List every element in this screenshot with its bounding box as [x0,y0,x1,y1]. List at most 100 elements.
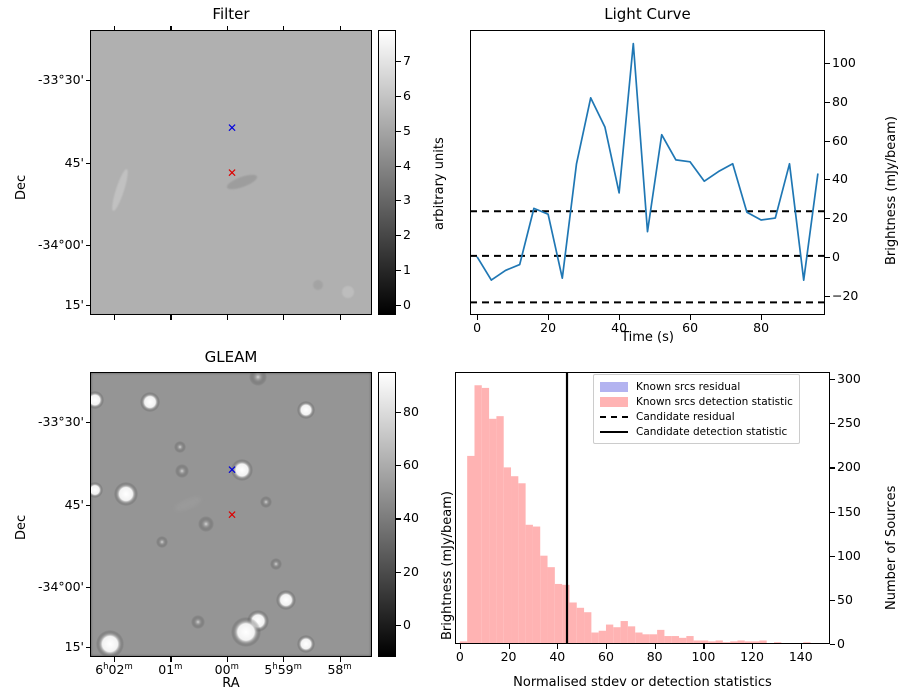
histogram-axes-frame [455,372,830,644]
gleam-colorbar-tickmark-0 [396,625,401,627]
histogram-bar [627,626,636,644]
histogram-y-tick-0: 0 [837,636,845,651]
gleam-colorbar-tickmark-2 [396,518,401,520]
filter-blue-marker: ✕ [227,121,238,135]
light-curve-y-tick-2: 20 [832,210,848,226]
filter-x-tickmark-3-1 [283,315,285,320]
histogram-y-axis-label: Number of Sources [884,485,898,610]
histogram-y-tickmark-5 [830,423,835,425]
filter-colorbar-tickmark-3 [396,200,401,202]
histogram-x-axis-label: Normalised stdev or detection statistics [513,675,772,690]
gleam-colorbar-tickmark-1 [396,571,401,573]
histogram-bar [679,637,687,644]
histogram-x-tickmark-2 [557,644,559,649]
light-curve-x-tickmark-0 [477,315,479,320]
histogram-y-tick-1: 50 [837,591,853,607]
gleam-y-tickmark-1 [86,504,90,506]
filter-colorbar-tick-6: 6 [403,88,411,104]
histogram-bar [649,634,658,644]
histogram-x-tick-2: 40 [549,649,566,664]
histogram-bar [671,636,680,644]
histogram-x-tickmark-0 [459,644,462,649]
legend-swatch-1 [600,396,628,407]
light-curve-y-tickmark-2 [825,218,830,220]
histogram-x-tickmark-1 [508,644,510,649]
histogram-bar [554,583,563,644]
filter-y-tickmark-2 [86,245,90,247]
histogram-bar [489,418,497,644]
gleam-red-marker: ✕ [227,508,238,522]
light-curve-x-tick-0: 0 [473,320,482,335]
light-curve-y-tickmark-0 [825,295,830,297]
histogram-bar [576,607,585,644]
filter-y-tick-0: -33°30' [37,71,84,87]
histogram-bar [635,632,643,644]
filter-colorbar-tick-4: 4 [403,157,411,173]
legend-label-2: Candidate residual [636,410,735,423]
gleam-x-tick-3: 5h59m [264,662,302,678]
gleam-x-tickmark-0 [113,657,116,662]
histogram-x-tick-3: 60 [598,649,614,664]
histogram-bar [496,416,504,644]
filter-panel-title: Filter [212,5,250,23]
gleam-x-tick-4: 58m [327,662,352,678]
histogram-bar [605,624,614,644]
filter-colorbar-tickmark-2 [396,235,401,237]
light-curve-axes-frame [470,30,825,315]
filter-colorbar-tick-2: 2 [403,227,411,243]
histogram-y-tick-2: 100 [837,547,861,563]
gleam-x-tickmark-4 [339,657,341,662]
gleam-x-tick-0: 6h02m [95,662,133,678]
light-curve-y-tickmark-4 [825,140,830,142]
legend-label-3: Candidate detection statistic [636,425,788,438]
histogram-bar [715,640,723,644]
legend-swatch-0 [600,381,628,392]
gleam-y-tick-2: -34°00' [37,579,84,595]
histogram-bar [540,555,548,644]
histogram-bar [459,641,468,644]
legend-swatch-2 [600,415,628,418]
filter-x-tickmark-4-1 [339,315,341,320]
legend-label-0: Known srcs residual [636,380,741,393]
histogram-bar [642,634,650,644]
filter-colorbar-tickmark-1 [396,269,401,271]
filter-colorbar-tickmark-4 [396,165,401,167]
filter-red-marker: ✕ [227,166,238,180]
light-curve-x-tickmark-3 [690,315,692,320]
legend-item-3: Candidate detection statistic [600,424,793,439]
filter-y-tickmark-1 [86,162,90,164]
light-curve-line [476,42,819,281]
filter-y-tick-3: 15' [64,297,84,313]
histogram-y-tickmark-2 [830,555,835,557]
histogram-series-1 [459,385,826,644]
histogram-x-tick-7: 140 [788,649,813,664]
filter-y-tickmark-0 [86,79,90,82]
histogram-x-tickmark-4 [654,644,656,649]
legend-item-0: Known srcs residual [600,379,793,394]
histogram-x-tick-5: 100 [691,649,716,664]
gleam-y-tick-0: -33°30' [37,413,84,429]
filter-colorbar-tickmark-5 [396,130,401,132]
light-curve-y-tick-6: 100 [832,54,856,70]
histogram-x-tickmark-3 [605,644,608,649]
light-curve-y-tick-0: −20 [832,287,859,303]
light-curve-y-tickmark-5 [825,101,830,103]
histogram-bar [613,627,621,644]
histogram-x-tick-0: 0 [455,649,464,664]
histogram-x-tickmark-7 [800,644,802,649]
light-curve-x-tickmark-2 [619,315,621,320]
histogram-y-tickmark-0 [830,644,835,646]
histogram-y-tick-4: 200 [837,459,861,475]
gleam-x-tickmark-2 [226,657,228,662]
histogram-bar [591,632,599,644]
histogram-bar [657,629,665,644]
histogram-bar [620,621,628,644]
histogram-y-tick-5: 250 [837,415,861,431]
gleam-y-tick-3: 15' [64,639,84,655]
legend-label-1: Known srcs detection statistic [636,395,793,408]
filter-y-tickmark-3 [86,305,90,307]
histogram-bar [686,636,694,644]
histogram-bar [752,641,760,644]
light-curve-x-tick-1: 20 [540,320,557,335]
histogram-bar [664,636,672,644]
